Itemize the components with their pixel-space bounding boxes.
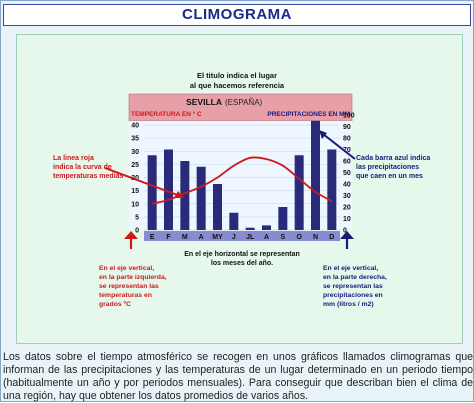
precipitation-bar bbox=[147, 155, 157, 230]
right-tick-label: 0 bbox=[343, 228, 347, 235]
right-tick-label: 50 bbox=[343, 170, 351, 177]
month-labels: E F M A MY J JL A S O N D bbox=[150, 234, 335, 241]
temperature-line bbox=[151, 156, 333, 205]
right-note-arrow bbox=[322, 133, 356, 160]
gridlines bbox=[144, 124, 340, 231]
bottom-right-note-line-2: en la parte derecha, bbox=[323, 274, 387, 281]
precipitation-bar bbox=[311, 120, 320, 230]
precipitation-bar bbox=[229, 212, 239, 230]
place-name: SEVILLA bbox=[186, 97, 222, 107]
left-note-line-1: La linea roja bbox=[53, 155, 94, 162]
precipitation-bar bbox=[196, 166, 206, 230]
page-title: CLIMOGRAMA bbox=[182, 6, 292, 23]
month-label: N bbox=[313, 234, 318, 241]
chart-panel: El titulo indica el lugar al que hacemos… bbox=[16, 34, 463, 344]
bottom-note-line-1: En el eje horizontal se representan bbox=[184, 251, 300, 258]
bottom-right-note-line-3: se representan las bbox=[323, 283, 383, 290]
right-tick-label: 90 bbox=[343, 124, 351, 131]
precipitation-bar bbox=[164, 149, 173, 230]
left-note-line-3: temperaturas medias bbox=[53, 173, 124, 180]
right-tick-label: 10 bbox=[343, 216, 351, 223]
right-tick-label: 70 bbox=[343, 147, 351, 154]
precipitation-bar bbox=[278, 207, 288, 230]
bottom-left-note-line-5: grados ºC bbox=[99, 301, 131, 308]
left-tick-label: 0 bbox=[135, 228, 139, 235]
right-note-line-2: las precipitaciones bbox=[356, 164, 419, 171]
right-axis-ticks: 0 10 20 30 40 50 60 70 80 90 100 bbox=[343, 113, 355, 235]
left-note-arrowhead bbox=[174, 191, 184, 198]
month-label: A bbox=[199, 234, 204, 241]
left-tick-label: 35 bbox=[131, 136, 139, 143]
left-tick-label: 30 bbox=[131, 149, 139, 156]
left-note-line-2: indica la curva de bbox=[53, 164, 112, 171]
right-tick-label: 80 bbox=[343, 136, 351, 143]
month-strip bbox=[144, 231, 340, 241]
right-note-line-1: Cada barra azul indica bbox=[356, 155, 430, 162]
place-suffix: (ESPAÑA) bbox=[225, 98, 263, 107]
precipitation-bar bbox=[180, 161, 190, 230]
right-tick-label: 30 bbox=[343, 193, 351, 200]
right-tick-label: 60 bbox=[343, 159, 351, 166]
right-axis-arrowhead bbox=[340, 231, 354, 239]
left-axis-arrowhead bbox=[124, 231, 138, 239]
month-label: A bbox=[264, 234, 269, 241]
precipitation-bar bbox=[327, 149, 337, 230]
right-note-arrowhead bbox=[319, 130, 327, 139]
left-note-arrow bbox=[104, 167, 181, 197]
left-tick-label: 5 bbox=[135, 214, 139, 221]
bottom-left-note-line-1: En el eje vertical, bbox=[99, 265, 154, 272]
left-tick-label: 10 bbox=[131, 201, 139, 208]
right-note-line-3: que caen en un mes bbox=[356, 173, 423, 180]
month-label: J bbox=[232, 234, 236, 241]
precipitation-bar bbox=[213, 184, 222, 230]
top-note-line-1: El titulo indica el lugar bbox=[197, 71, 277, 80]
right-tick-label: 20 bbox=[343, 205, 351, 212]
bottom-note-line-2: los meses del año. bbox=[211, 260, 273, 267]
right-tick-label: 40 bbox=[343, 182, 351, 189]
month-label: E bbox=[150, 234, 155, 241]
precipitation-bar bbox=[262, 225, 271, 230]
precipitation-bar bbox=[245, 227, 255, 230]
left-tick-label: 25 bbox=[131, 162, 139, 169]
bottom-right-note-line-5: mm (litros / m2) bbox=[323, 301, 374, 308]
month-label: JL bbox=[246, 234, 255, 241]
bottom-right-note-line-4: precipitaciones en bbox=[323, 292, 383, 299]
bottom-left-note-line-4: temperaturas en bbox=[99, 292, 152, 299]
month-label: MY bbox=[212, 234, 223, 241]
month-label: D bbox=[329, 234, 334, 241]
right-tick-label: 100 bbox=[343, 113, 355, 120]
climogram-chart: El titulo indica el lugar al que hacemos… bbox=[53, 71, 430, 308]
left-tick-label: 40 bbox=[131, 123, 139, 130]
top-note-line-2: al que hacemos referencia bbox=[190, 81, 285, 90]
left-axis-label: TEMPERATURA EN º C bbox=[131, 111, 202, 118]
precipitation-bars bbox=[147, 120, 337, 230]
month-label: S bbox=[280, 234, 285, 241]
bottom-left-note-line-3: se representan las bbox=[99, 283, 159, 290]
precipitation-bar bbox=[294, 155, 304, 230]
description-paragraph: Los datos sobre el tiempo atmosférico se… bbox=[3, 351, 473, 402]
month-label: M bbox=[182, 234, 188, 241]
bottom-left-note-line-2: en la parte izquierda, bbox=[99, 274, 167, 281]
month-label: F bbox=[166, 234, 171, 241]
chart-header-box bbox=[128, 93, 353, 122]
month-label: O bbox=[296, 234, 302, 241]
page-title-bar: CLIMOGRAMA bbox=[3, 4, 471, 26]
right-axis-label: PRECIPITACIONES EN MM bbox=[267, 111, 350, 118]
bottom-right-note-line-1: En el eje vertical, bbox=[323, 265, 378, 272]
left-tick-label: 15 bbox=[131, 188, 139, 195]
